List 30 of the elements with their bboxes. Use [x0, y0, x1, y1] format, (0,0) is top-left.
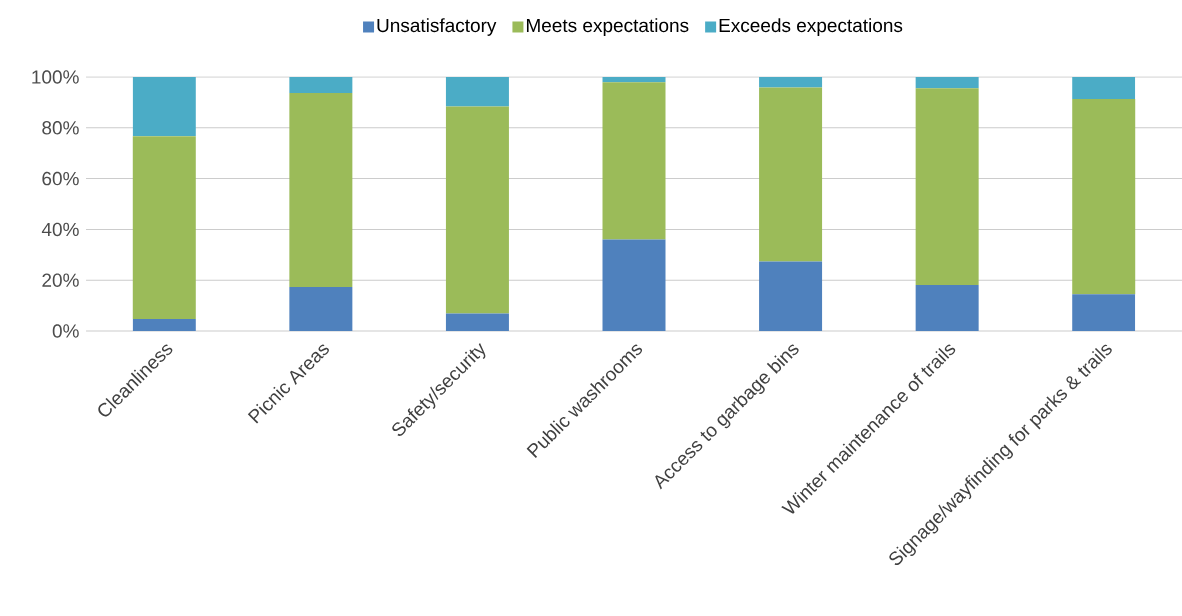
bar — [602, 77, 666, 83]
bar — [602, 239, 666, 331]
bar — [445, 106, 509, 314]
bar — [289, 287, 353, 331]
legend-label: Exceeds expectations — [719, 18, 903, 36]
legend-label: Meets expectations — [526, 18, 689, 36]
y-tick-label: 0% — [52, 324, 79, 338]
bar — [915, 285, 979, 331]
y-tick-label: 40% — [41, 222, 79, 237]
bar — [132, 77, 196, 137]
legend-label: Unsatisfactory — [377, 18, 497, 36]
bar — [445, 313, 509, 331]
bar — [1072, 77, 1136, 100]
bar — [1072, 294, 1136, 331]
y-tick-label: 80% — [42, 121, 79, 135]
bar — [602, 82, 666, 240]
y-tick-label: 100% — [32, 70, 79, 84]
bar — [1072, 99, 1136, 295]
bar — [915, 88, 979, 286]
bar — [132, 136, 196, 320]
y-tick-label: 60% — [42, 171, 79, 186]
y-tick-label: 20% — [42, 273, 79, 287]
bar — [289, 77, 353, 93]
bar — [759, 77, 823, 88]
bar — [915, 77, 979, 89]
bar — [759, 87, 823, 262]
bar — [289, 93, 353, 288]
bar — [132, 319, 196, 331]
bar — [759, 261, 823, 331]
bar — [445, 77, 509, 107]
